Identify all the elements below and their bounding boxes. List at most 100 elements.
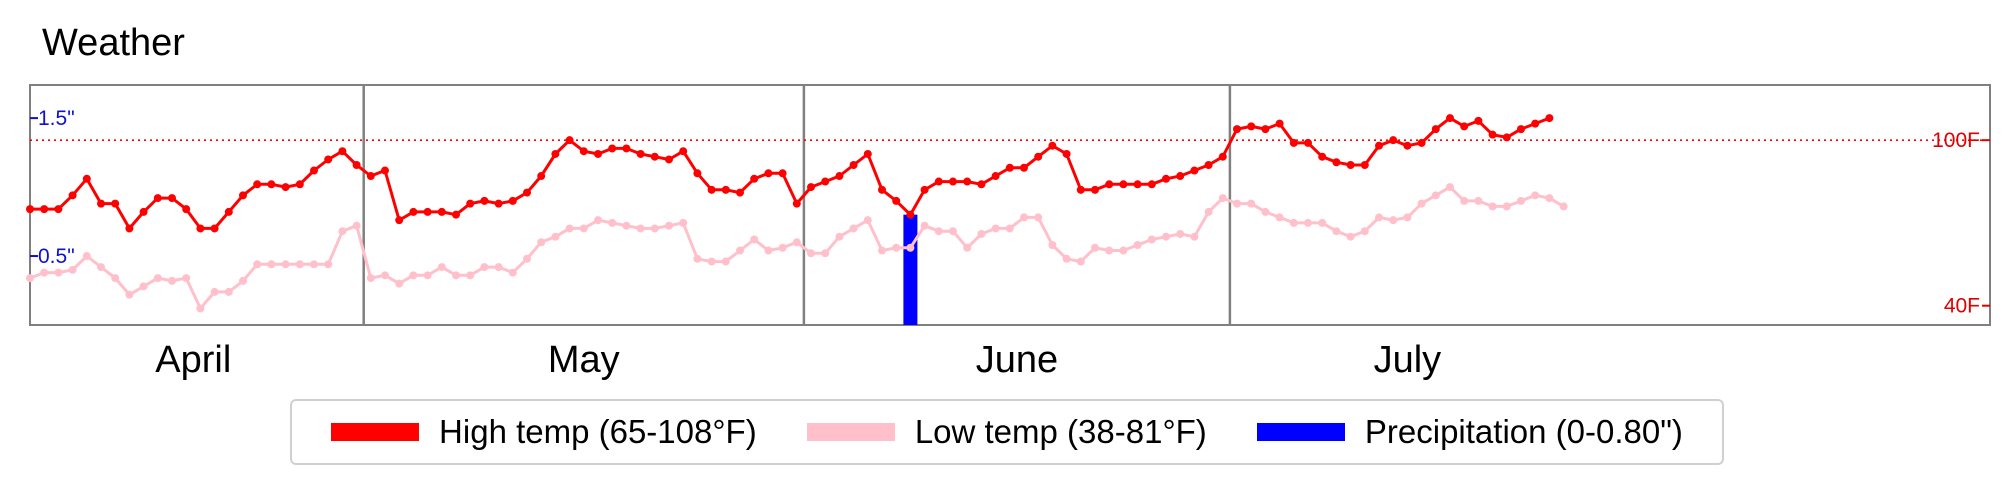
month-label-june: June	[976, 339, 1058, 381]
low-temp-point	[636, 224, 645, 233]
high-temp-point	[1261, 125, 1270, 134]
high-temp-point	[196, 224, 205, 233]
high-temp-point	[679, 147, 688, 156]
low-temp-point	[736, 246, 744, 255]
high-temp-point	[1474, 116, 1483, 125]
low-temp-point	[196, 304, 205, 313]
low-temp-point	[139, 282, 148, 291]
high-temp-point	[835, 172, 844, 181]
low-temp-point	[68, 265, 77, 274]
legend-swatch-precip	[1256, 423, 1345, 441]
high-temp-point	[821, 177, 830, 186]
legend-item-high: High temp (65-108°F)	[331, 413, 757, 451]
low-temp-point	[153, 274, 162, 283]
high-temp-point	[1233, 125, 1241, 134]
low-temp-point	[1162, 232, 1170, 241]
low-temp-point	[82, 252, 91, 261]
low-temp-point	[1091, 243, 1099, 252]
precipitation-series	[903, 214, 918, 325]
month-label-july: July	[1374, 339, 1442, 381]
high-temp-point	[1218, 152, 1227, 161]
low-temp-point	[1247, 199, 1256, 208]
low-temp-point	[977, 229, 986, 238]
legend: High temp (65-108°F) Low temp (38-81°F) …	[290, 399, 1724, 465]
high-temp-point	[963, 177, 972, 186]
high-temp-point	[906, 210, 915, 219]
high-temp-point	[1204, 161, 1213, 169]
high-temp-point	[1488, 130, 1497, 139]
low-temp-point	[679, 218, 688, 227]
low-temp-point	[352, 221, 361, 230]
low-temp-point	[508, 268, 517, 277]
low-temp-point	[1048, 241, 1057, 249]
high-temp-point	[54, 205, 63, 214]
high-temp-point	[224, 207, 233, 216]
low-temp-point	[1034, 213, 1043, 222]
low-temp-point	[594, 216, 602, 225]
low-temp-point	[650, 224, 659, 233]
high-temp-point	[693, 169, 702, 178]
high-temp-point	[1289, 138, 1298, 147]
low-temp-point	[1233, 199, 1241, 208]
high-temp-point	[892, 196, 901, 205]
high-temp-point	[1389, 136, 1398, 145]
low-temp-point	[707, 257, 716, 266]
low-temp-point	[295, 260, 304, 269]
high-temp-point	[1119, 180, 1128, 189]
low-temp-point	[1176, 229, 1185, 238]
low-temp-point	[1275, 213, 1284, 222]
legend-item-precip: Precipitation (0-0.80")	[1256, 413, 1683, 451]
low-temp-point	[792, 238, 801, 247]
high-temp-point	[508, 196, 517, 205]
low-temp-point	[1133, 241, 1142, 249]
high-temp-point	[267, 180, 276, 189]
high-temp-point	[1332, 158, 1341, 167]
high-temp-point	[395, 216, 404, 225]
high-temp-point	[295, 180, 304, 189]
low-temp-point	[97, 263, 105, 272]
month-labels: April May June July	[155, 339, 1441, 381]
high-temp-point	[381, 166, 389, 175]
low-temp-point	[778, 243, 787, 252]
high-temp-point	[68, 191, 77, 200]
high-temp-point	[437, 207, 446, 216]
high-temp-point	[239, 191, 247, 200]
low-temp-point	[807, 249, 815, 258]
low-temp-point	[1531, 191, 1540, 200]
high-temp-point	[352, 161, 361, 169]
low-temp-point	[1545, 194, 1554, 203]
low-temp-point	[409, 271, 418, 280]
high-temp-point	[452, 210, 460, 219]
high-temp-point	[1062, 149, 1071, 158]
high-temp-point	[707, 185, 716, 194]
low-temp-point	[182, 274, 191, 283]
high-temp-point	[480, 196, 489, 205]
high-temp-point	[991, 172, 1000, 181]
low-temp-point	[1517, 196, 1525, 205]
high-temp-point	[1304, 138, 1312, 147]
low-temp-point	[437, 263, 446, 272]
low-temp-point	[210, 287, 219, 296]
low-temp-point	[1076, 257, 1085, 266]
low-temp-point	[395, 279, 404, 288]
month-label-may: May	[548, 339, 620, 381]
low-temp-series	[26, 183, 1568, 313]
high-temp-point	[153, 194, 162, 203]
low-temp-point	[963, 243, 972, 252]
high-temp-point	[764, 169, 773, 178]
high-temp-series	[26, 114, 1554, 233]
high-temp-point	[281, 183, 290, 192]
high-temp-point	[750, 174, 759, 183]
high-temp-point	[310, 166, 318, 175]
low-temp-point	[835, 232, 844, 241]
low-temp-point	[1460, 196, 1469, 205]
high-temp-point	[1417, 138, 1426, 147]
low-temp-point	[1190, 232, 1199, 241]
legend-label-low: Low temp (38-81°F)	[914, 413, 1207, 450]
low-temp-point	[1559, 202, 1568, 211]
low-temp-point	[934, 227, 943, 236]
high-temp-point	[111, 199, 120, 208]
high-temp-point	[949, 177, 957, 186]
high-temp-point	[1360, 161, 1369, 169]
low-temp-point	[1417, 199, 1426, 208]
